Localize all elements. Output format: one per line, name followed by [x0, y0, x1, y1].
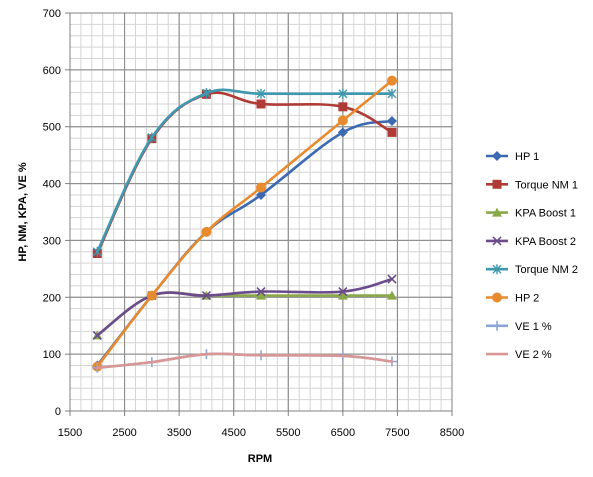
data-point-hp-2 — [256, 182, 266, 193]
legend-label-kpa-boost-2: KPA Boost 2 — [515, 236, 576, 248]
data-point-kpa-boost-2 — [338, 287, 348, 297]
x-tick-label: 8500 — [440, 427, 464, 439]
legend-label-ve-1: VE 1 % — [515, 321, 552, 333]
data-point-hp-2 — [386, 75, 397, 86]
legend-marker-hp-2 — [492, 292, 502, 303]
data-point-hp-1 — [256, 189, 266, 200]
y-tick-label: 200 — [43, 292, 61, 304]
legend-label-torque-nm-1: Torque NM 1 — [515, 179, 578, 191]
data-point-torque-nm-1 — [256, 99, 266, 109]
data-point-kpa-boost-2 — [92, 330, 102, 340]
data-point-kpa-boost-2 — [201, 291, 211, 301]
data-point-hp-2 — [337, 115, 348, 126]
data-point-torque-nm-2 — [256, 88, 266, 99]
y-tick-label: 100 — [43, 349, 61, 361]
series-ve-2 — [95, 352, 394, 370]
x-tick-label: 6500 — [331, 427, 355, 439]
data-point-torque-nm-2 — [147, 132, 157, 143]
data-point-hp-2 — [146, 290, 157, 301]
legend-marker-kpa-boost-1 — [492, 207, 502, 217]
data-point-torque-nm-2 — [201, 88, 211, 99]
y-tick-label: 400 — [43, 179, 61, 191]
data-point-kpa-boost-1 — [386, 290, 397, 300]
x-tick-label: 3500 — [167, 427, 191, 439]
plot-frame — [69, 12, 453, 412]
legend-item-hp-1: HP 1 — [486, 151, 539, 163]
legend-label-ve-2: VE 2 % — [515, 349, 552, 361]
x-tick-label: 4500 — [221, 427, 245, 439]
data-point-kpa-boost-2 — [256, 287, 266, 297]
y-tick-label: 500 — [43, 122, 61, 134]
series-torque-nm-2 — [92, 88, 397, 257]
x-tick-label: 7500 — [385, 427, 409, 439]
legend-item-torque-nm-1: Torque NM 1 — [486, 179, 578, 191]
x-tick-label: 5500 — [276, 427, 300, 439]
series-line-ve-2 — [95, 352, 394, 370]
x-tick-label: 2500 — [112, 427, 136, 439]
axes — [65, 12, 453, 416]
x-tick-label: 1500 — [58, 427, 82, 439]
data-point-torque-nm-2 — [338, 88, 348, 99]
series-line-kpa-boost-2 — [95, 277, 394, 337]
data-point-torque-nm-2 — [387, 88, 397, 99]
legend-item-kpa-boost-1: KPA Boost 1 — [486, 207, 576, 220]
tick-labels: 0 100 200 300 400 500 600 700 1500 2500 3500 4500 55… — [43, 8, 465, 439]
legend-marker-hp-1 — [492, 151, 502, 161]
legend-label-hp-1: HP 1 — [515, 151, 539, 163]
legend-item-kpa-boost-2: KPA Boost 2 — [486, 236, 576, 248]
data-point-torque-nm-1 — [387, 127, 397, 137]
legend-item-ve-1: VE 1 % — [486, 321, 552, 333]
legend-label-kpa-boost-1: KPA Boost 1 — [515, 208, 576, 220]
legend-marker-torque-nm-1 — [492, 179, 502, 189]
legend-item-hp-2: HP 2 — [486, 292, 539, 305]
legend-item-torque-nm-2: Torque NM 2 — [486, 264, 578, 276]
legend: HP 1 Torque NM 1 KPA Boost 1 KPA Boost 2 Tor… — [486, 151, 578, 361]
y-tick-label: 0 — [55, 406, 61, 418]
x-axis-title: RPM — [248, 453, 272, 465]
data-point-kpa-boost-1 — [337, 290, 348, 300]
legend-marker-kpa-boost-2 — [492, 236, 502, 246]
legend-marker-ve-1 — [492, 320, 502, 331]
series-hp-2 — [92, 75, 397, 372]
y-tick-label: 300 — [43, 235, 61, 247]
data-point-hp-1 — [337, 127, 348, 138]
legend-item-ve-2: VE 2 % — [486, 349, 552, 361]
y-tick-label: 600 — [43, 65, 61, 77]
legend-marker-torque-nm-2 — [492, 264, 502, 275]
data-point-kpa-boost-2 — [387, 274, 397, 284]
y-axis-title: HP, NM, KPA, VE % — [17, 162, 29, 261]
data-point-kpa-boost-1 — [256, 290, 266, 300]
legend-label-torque-nm-2: Torque NM 2 — [515, 264, 578, 276]
data-point-hp-2 — [201, 226, 212, 237]
legend-label-hp-2: HP 2 — [515, 293, 539, 305]
y-tick-label: 700 — [43, 8, 61, 20]
series-layer — [92, 75, 397, 373]
data-point-hp-1 — [386, 116, 397, 127]
data-point-torque-nm-2 — [92, 246, 102, 257]
data-point-torque-nm-1 — [338, 102, 348, 112]
